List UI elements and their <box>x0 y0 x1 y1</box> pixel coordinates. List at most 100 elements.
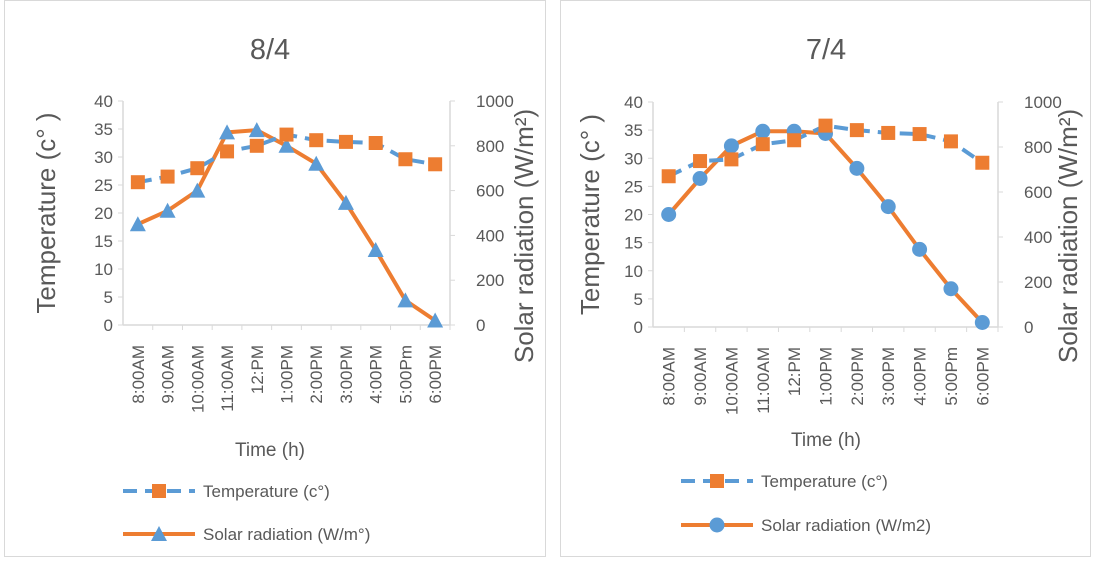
left-y-tick-label: 30 <box>94 148 113 167</box>
solar-radiation-point <box>943 281 959 297</box>
right-y-tick-label: 800 <box>476 137 504 156</box>
temperature-point <box>787 133 802 148</box>
left-y-tick-label: 15 <box>624 234 643 253</box>
right-y-tick-label: 400 <box>1024 228 1052 247</box>
left-y-tick-label: 35 <box>94 120 113 139</box>
x-tick-label: 6:00PM <box>973 347 992 406</box>
chart-left: 8/40510152025303540020040060080010008:00… <box>31 34 539 544</box>
solar-radiation-point <box>278 137 295 153</box>
x-tick-label: 4:00PM <box>911 347 930 406</box>
solar-radiation-point <box>189 182 206 198</box>
right-y-tick-label: 200 <box>476 271 504 290</box>
temperature-point <box>279 127 294 142</box>
temperature-point <box>755 137 770 152</box>
x-tick-label: 5:00Pm <box>942 347 961 406</box>
left-y-tick-label: 25 <box>94 176 113 195</box>
legend-solar-marker <box>709 517 725 533</box>
temperature-point <box>368 136 383 150</box>
x-tick-label: 1:00PM <box>817 347 836 406</box>
left-y-tick-label: 35 <box>624 121 643 140</box>
temperature-point <box>912 127 927 142</box>
left-y-tick-label: 10 <box>624 262 643 281</box>
solar-radiation-point <box>912 241 928 257</box>
chart-title: 7/4 <box>806 34 846 66</box>
legend-temperature-marker <box>710 474 724 488</box>
temperature-point <box>818 118 833 133</box>
right-y-tick-label: 400 <box>476 226 504 245</box>
right-y-tick-label: 800 <box>1024 138 1052 157</box>
legend-temperature-label: Temperature (c°) <box>203 482 330 501</box>
solar-radiation-point <box>661 207 677 222</box>
solar-radiation-point <box>880 199 896 215</box>
chart-panel-left: 8/4 0 5 10 15 20 25 30 35 40 0 200 400 600 800 1000 8:00… <box>4 0 546 557</box>
left-y-tick-label: 40 <box>94 92 113 111</box>
x-axis-title: Time (h) <box>235 440 305 461</box>
x-tick-label: 11:00AM <box>754 347 773 414</box>
temperature-point <box>160 169 175 184</box>
x-tick-label: 8:00AM <box>660 347 679 406</box>
x-tick-label: 11:00AM <box>218 345 237 412</box>
x-tick-label: 3:00PM <box>879 347 898 406</box>
left-y-tick-label: 20 <box>624 206 643 225</box>
left-y-tick-label: 25 <box>624 177 643 196</box>
solar-radiation-line <box>137 128 437 323</box>
x-tick-label: 2:00PM <box>848 347 867 406</box>
solar-radiation-point <box>427 312 444 328</box>
x-tick-label: 9:00AM <box>159 345 178 404</box>
x-tick-label: 10:00AM <box>722 347 741 415</box>
left-y-tick-label: 10 <box>94 260 113 279</box>
temperature-point <box>249 138 264 153</box>
temperature-point <box>428 157 443 172</box>
legend-solar-marker <box>151 526 167 541</box>
chart-panel-right: 7/4 0 5 10 15 20 25 30 35 40 0 200 400 600 800 1000 8:00… <box>560 0 1091 557</box>
temperature-point <box>661 169 676 184</box>
temperature-point <box>849 123 864 138</box>
x-tick-label: 12:PM <box>248 345 267 394</box>
solar-radiation-point <box>974 315 990 330</box>
temperature-point <box>724 152 739 167</box>
x-tick-label: 9:00AM <box>691 347 710 406</box>
left-y-tick-label: 30 <box>624 149 643 168</box>
left-y-axis-title: Temperature (c° ) <box>575 114 605 315</box>
right-y-tick-label: 600 <box>1024 183 1052 202</box>
left-y-tick-label: 5 <box>634 290 643 309</box>
solar-radiation-point <box>219 124 236 140</box>
x-tick-label: 6:00PM <box>426 345 445 404</box>
temperature-point <box>398 152 413 167</box>
solar-radiation-point <box>397 292 414 308</box>
left-y-tick-label: 5 <box>104 288 113 307</box>
left-y-axis-title: Temperature (c° ) <box>31 112 61 313</box>
solar-radiation-point <box>308 155 325 171</box>
solar-radiation-point <box>692 171 708 186</box>
temperature-point <box>693 154 708 169</box>
x-tick-label: 10:00AM <box>188 345 207 413</box>
x-axis-title: Time (h) <box>791 430 861 451</box>
temperature-point <box>220 144 235 159</box>
x-tick-label: 1:00PM <box>278 345 297 404</box>
solar-radiation-point <box>755 123 771 139</box>
right-y-tick-label: 0 <box>1024 318 1033 337</box>
temperature-point <box>190 161 205 176</box>
temperature-point <box>943 134 958 149</box>
temperature-point <box>881 125 896 140</box>
chart-title: 8/4 <box>250 34 290 66</box>
right-y-tick-label: 200 <box>1024 273 1052 292</box>
chart-right: 7/40510152025303540020040060080010008:00… <box>575 34 1083 535</box>
temperature-point <box>130 175 145 190</box>
legend-temperature-label: Temperature (c°) <box>761 472 888 491</box>
x-tick-label: 8:00AM <box>129 345 148 404</box>
x-tick-label: 5:00Pm <box>396 345 415 404</box>
solar-radiation-point <box>248 122 265 138</box>
left-y-tick-label: 20 <box>94 204 113 223</box>
solar-radiation-point <box>723 138 739 154</box>
right-y-tick-label: 1000 <box>476 92 514 111</box>
right-y-axis-title: Solar radiation (W/m²) <box>1053 109 1083 363</box>
legend-solar-label: Solar radiation (W/m2) <box>761 516 931 535</box>
left-y-tick-label: 15 <box>94 232 113 251</box>
solar-radiation-point <box>367 241 384 257</box>
left-y-tick-label: 0 <box>634 318 643 337</box>
x-tick-label: 4:00PM <box>367 345 386 404</box>
solar-radiation-point <box>849 160 865 176</box>
temperature-point <box>975 155 990 170</box>
right-y-tick-label: 600 <box>476 182 504 201</box>
